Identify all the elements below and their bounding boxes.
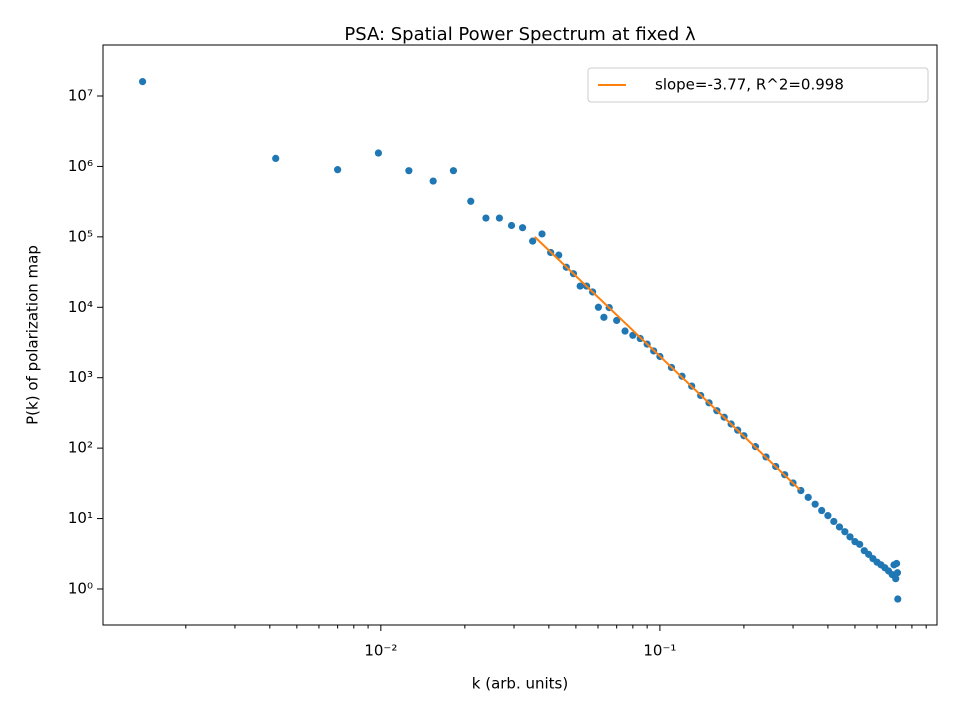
data-point	[600, 313, 608, 321]
data-point	[334, 166, 342, 174]
fit-line	[534, 236, 801, 491]
x-tick-label: 10⁻²	[364, 642, 397, 660]
data-point	[594, 303, 602, 311]
x-axis-label: k (arb. units)	[472, 675, 568, 693]
y-tick-label: 10⁵	[68, 227, 93, 245]
data-point	[507, 221, 516, 230]
y-tick-label: 10³	[68, 368, 93, 386]
chart-title: PSA: Spatial Power Spectrum at fixed λ	[344, 24, 696, 45]
legend-box	[587, 67, 929, 103]
data-point	[846, 533, 854, 541]
x-tick-label: 10⁻¹	[643, 642, 676, 660]
data-point	[613, 316, 621, 325]
data-point	[495, 214, 504, 222]
y-tick-label: 10⁴	[68, 298, 93, 316]
data-point	[892, 559, 901, 568]
data-point	[894, 595, 902, 603]
data-point	[272, 154, 280, 163]
data-point	[818, 506, 826, 515]
data-point	[830, 517, 838, 526]
data-point	[518, 224, 527, 232]
plot-frame	[102, 44, 938, 626]
data-point	[467, 197, 475, 205]
data-point	[529, 237, 537, 245]
data-point	[893, 569, 902, 577]
data-point	[824, 512, 832, 520]
data-point	[538, 230, 546, 238]
data-point	[811, 500, 819, 508]
y-tick-label: 10⁰	[68, 579, 93, 597]
data-point	[621, 327, 629, 335]
data-point	[892, 575, 900, 583]
data-point	[374, 149, 382, 157]
data-point	[429, 177, 437, 185]
data-point	[804, 493, 812, 501]
data-point	[405, 167, 413, 175]
data-point	[138, 78, 147, 86]
y-tick-label: 10⁶	[68, 157, 93, 175]
data-point	[449, 167, 458, 175]
y-tick-label: 10⁷	[68, 87, 93, 105]
y-axis-label: P(k) of polarization map	[24, 245, 42, 425]
legend-label: slope=-3.77, R^2=0.998	[655, 76, 844, 94]
y-tick-label: 10²	[68, 439, 93, 457]
data-point	[835, 523, 844, 531]
y-tick-label: 10¹	[68, 509, 93, 527]
data-point	[856, 540, 864, 548]
data-point	[482, 214, 490, 222]
data-point	[576, 282, 584, 290]
data-point	[841, 528, 849, 536]
